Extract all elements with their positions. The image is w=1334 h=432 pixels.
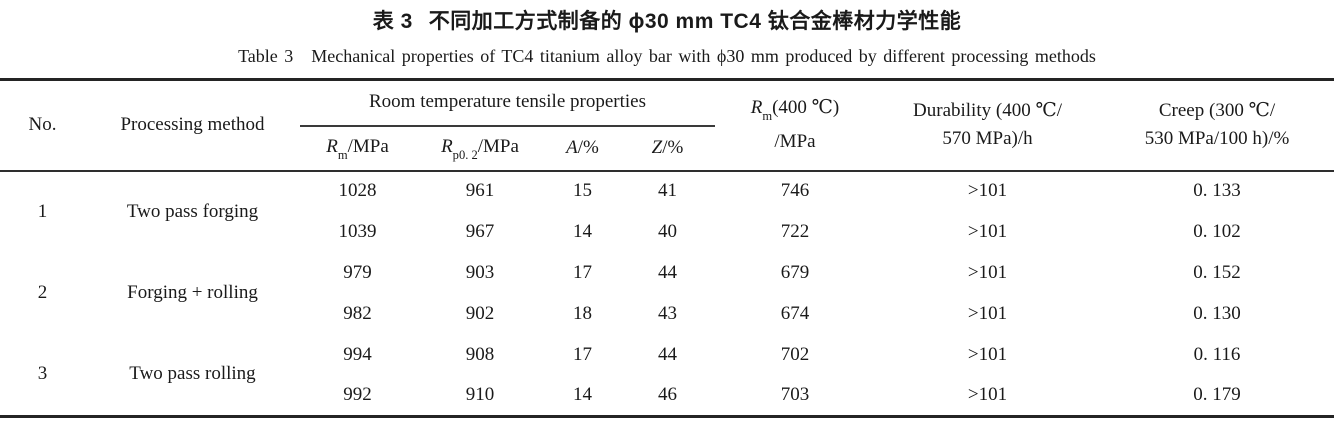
table-cell: 967: [465, 220, 495, 242]
table-cell: 0. 130: [1193, 302, 1241, 324]
table-cell: >101: [967, 302, 1008, 324]
col-header-rm-400-line1: Rm(400 ℃): [750, 97, 840, 124]
table-cell: 40: [658, 220, 677, 242]
table-cell: 746: [780, 180, 810, 202]
table-cell: 908: [465, 343, 495, 365]
table-cell: 902: [465, 302, 495, 324]
table-cell: 982: [343, 302, 372, 324]
table-cell: 17: [573, 261, 592, 283]
table-caption-en-text: Mechanical properties of TC4 titanium al…: [311, 46, 1096, 66]
table-caption-en-label: Table 3: [238, 46, 294, 66]
table-cell: 44: [658, 343, 677, 365]
table-row: 1 Two pass forging 1028 961 15 41 746 >1…: [0, 171, 1334, 222]
col-header-rp02: Rp0. 2/MPa: [441, 135, 519, 162]
table-cell: 961: [465, 180, 495, 202]
table-cell: 18: [573, 302, 592, 324]
table-cell: >101: [967, 261, 1008, 283]
col-header-creep-line1: Creep (300 ℃/: [1158, 100, 1276, 122]
table-cell: 679: [780, 261, 810, 283]
properties-table: No. Processing method Room temperature t…: [0, 78, 1334, 418]
col-header-no: No.: [28, 113, 57, 135]
table-cell: 722: [780, 220, 810, 242]
table-cell: 15: [573, 180, 592, 202]
table-cell: 1039: [338, 220, 377, 242]
table-row: 1039 967 14 40 722 >101 0. 102: [0, 212, 1334, 253]
col-header-rm-400: Rm(400 ℃) /MPa: [715, 80, 875, 171]
table-cell: 0. 116: [1193, 343, 1241, 365]
col-group-header-room-temp: Room temperature tensile properties: [300, 79, 715, 127]
table-cell: 703: [780, 383, 810, 405]
col-header-rm-400-line2: /MPa: [774, 131, 816, 153]
table-cell: >101: [967, 343, 1008, 365]
table-cell: 0. 133: [1193, 180, 1241, 202]
cell-no: 2: [37, 282, 48, 304]
table-cell: >101: [967, 220, 1008, 242]
table-cell: 992: [343, 383, 372, 405]
table-cell: 17: [573, 343, 592, 365]
col-header-rm: Rm/MPa: [326, 135, 389, 162]
cell-no: 1: [37, 200, 48, 222]
cell-method: Forging + rolling: [127, 282, 258, 304]
table-cell: 702: [780, 343, 810, 365]
col-header-creep: Creep (300 ℃/ 530 MPa/100 h)/%: [1100, 80, 1334, 171]
table-cell: 910: [465, 383, 495, 405]
table-cell: 903: [465, 261, 495, 283]
table-cell: 0. 102: [1193, 220, 1241, 242]
table-cell: 43: [658, 302, 677, 324]
table-cell: 46: [658, 383, 677, 405]
table-row: 2 Forging + rolling 979 903 17 44 679 >1…: [0, 253, 1334, 304]
table-caption-en: Table 3 Mechanical properties of TC4 tita…: [0, 43, 1334, 69]
table-cell: >101: [967, 383, 1008, 405]
table-caption-zh: 表 3 不同加工方式制备的 ϕ30 mm TC4 钛合金棒材力学性能: [0, 0, 1334, 37]
table-cell: 0. 152: [1193, 261, 1241, 283]
col-header-reduction: Z/%: [651, 136, 684, 158]
table-cell: 674: [780, 302, 810, 324]
table-cell: 44: [658, 261, 677, 283]
table-row: 982 902 18 43 674 >101 0. 130: [0, 294, 1334, 335]
cell-method: Two pass forging: [126, 200, 259, 222]
cell-method: Two pass rolling: [129, 363, 256, 385]
table-cell: 14: [573, 220, 592, 242]
table-cell: 979: [343, 261, 372, 283]
table-caption-zh-text: 不同加工方式制备的 ϕ30 mm TC4 钛合金棒材力学性能: [428, 10, 962, 33]
table-cell: 1028: [338, 180, 377, 202]
col-header-processing-method: Processing method: [120, 113, 265, 135]
table-cell: 41: [658, 180, 677, 202]
table-cell: 14: [573, 383, 592, 405]
table-row: 992 910 14 46 703 >101 0. 179: [0, 376, 1334, 417]
col-header-durability: Durability (400 ℃/ 570 MPa)/h: [875, 80, 1100, 171]
col-header-elongation: A/%: [566, 136, 599, 158]
table-cell: 0. 179: [1193, 383, 1241, 405]
col-header-durability-line2: 570 MPa)/h: [942, 128, 1033, 150]
cell-no: 3: [37, 363, 48, 385]
table-cell: 994: [343, 343, 372, 365]
table-cell: >101: [967, 180, 1008, 202]
table-row: 3 Two pass rolling 994 908 17 44 702 >10…: [0, 335, 1334, 385]
col-header-durability-line1: Durability (400 ℃/: [913, 100, 1062, 122]
table-caption-zh-label: 表 3: [372, 10, 413, 33]
col-header-creep-line2: 530 MPa/100 h)/%: [1144, 128, 1290, 150]
